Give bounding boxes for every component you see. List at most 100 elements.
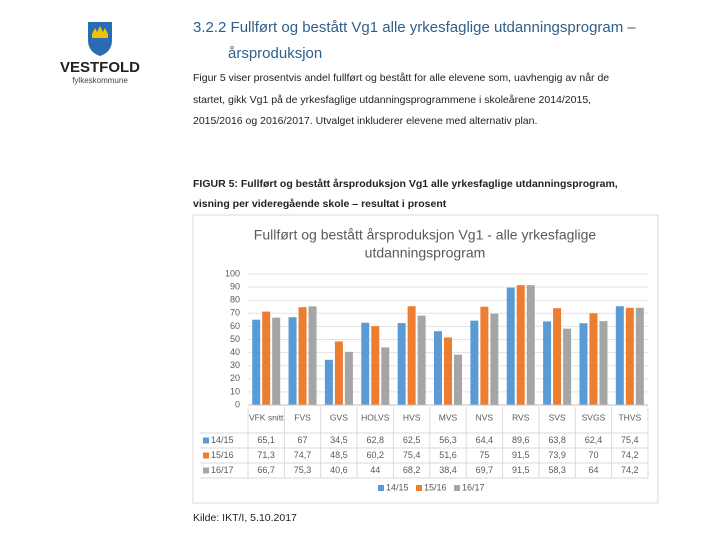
x-tick-label: THVS	[618, 412, 641, 422]
table-cell: 60,2	[367, 450, 385, 460]
bar	[288, 317, 297, 405]
table-cell: 62,8	[367, 435, 385, 445]
legend-swatch	[203, 467, 209, 474]
table-cell: 44	[370, 465, 380, 475]
x-tick-label: HOLVS	[361, 412, 390, 422]
table-cell: 48,5	[330, 450, 348, 460]
heading: 3.2.2 Fullført og bestått Vg1 alle yrkes…	[193, 19, 636, 36]
table-cell: 74,2	[621, 450, 639, 460]
bar	[615, 306, 624, 405]
bar	[635, 307, 644, 405]
bar	[470, 320, 479, 405]
table-cell: 66,7	[257, 465, 275, 475]
bar	[397, 323, 406, 405]
table-cell: 75,4	[403, 450, 421, 460]
bar	[553, 308, 562, 405]
bar	[417, 315, 426, 405]
bar	[434, 331, 442, 405]
table-cell: 70	[588, 450, 598, 460]
y-tick-label: 0	[235, 399, 240, 409]
legend-label: 15/16	[424, 482, 447, 492]
y-tick-label: 100	[225, 268, 240, 278]
x-tick-label: SVS	[549, 412, 566, 422]
legend-swatch	[203, 437, 209, 444]
table-cell: 91,5	[512, 450, 530, 460]
bar	[516, 285, 525, 405]
legend-label: 16/17	[462, 482, 485, 492]
bar	[589, 313, 598, 405]
bar	[361, 322, 370, 405]
table-row-header: 16/17	[211, 465, 234, 475]
table-row-header: 15/16	[211, 450, 234, 460]
logo: VESTFOLD fylkeskommune	[60, 22, 140, 85]
paragraph-line: 2015/2016 og 2016/2017. Utvalget inklude…	[193, 115, 537, 127]
table-cell: 65,1	[257, 435, 275, 445]
x-tick-label: VFK snitt	[249, 412, 284, 422]
table-cell: 40,6	[330, 465, 348, 475]
crown	[92, 26, 108, 38]
table-cell: 64,4	[476, 435, 494, 445]
y-tick-label: 60	[230, 321, 240, 331]
table-cell: 64	[588, 465, 598, 475]
bar	[407, 306, 416, 405]
figure-caption: FIGUR 5: Fullført og bestått årsproduksj…	[193, 178, 618, 190]
y-tick-label: 20	[230, 373, 240, 383]
heading: årsproduksjon	[228, 45, 322, 62]
table-cell: 62,5	[403, 435, 421, 445]
x-tick-label: FVS	[294, 412, 311, 422]
table-cell: 63,8	[548, 435, 566, 445]
table-cell: 67	[298, 435, 308, 445]
table-cell: 38,4	[439, 465, 457, 475]
bar	[334, 341, 343, 405]
table-cell: 74,7	[294, 450, 312, 460]
legend-swatch	[416, 485, 422, 491]
bar	[526, 285, 535, 405]
table-cell: 34,5	[330, 435, 348, 445]
table-cell: 58,3	[548, 465, 566, 475]
bar	[272, 317, 281, 405]
paragraph-line: startet, gikk Vg1 på de yrkesfaglige utd…	[193, 94, 591, 106]
x-tick-label: MVS	[439, 412, 458, 422]
legend-swatch	[203, 452, 209, 459]
y-tick-label: 10	[230, 386, 240, 396]
table-cell: 91,5	[512, 465, 530, 475]
table-cell: 68,2	[403, 465, 421, 475]
table-cell: 56,3	[439, 435, 457, 445]
bar	[252, 319, 261, 405]
table-cell: 75,4	[621, 435, 639, 445]
bar	[262, 311, 271, 405]
chart-title: Fullført og bestått årsproduksjon Vg1 - …	[254, 227, 597, 243]
table-cell: 73,9	[548, 450, 566, 460]
y-tick-label: 30	[230, 360, 240, 370]
table-cell: 69,7	[476, 465, 494, 475]
x-tick-label: NVS	[476, 412, 494, 422]
bar	[543, 321, 552, 405]
bar	[344, 351, 353, 405]
bar	[563, 328, 572, 405]
bar	[444, 337, 452, 405]
chart-title: utdanningsprogram	[365, 245, 486, 261]
bar	[371, 326, 380, 405]
legend-label: 14/15	[386, 482, 409, 492]
x-tick-label: GVS	[330, 412, 348, 422]
bar	[324, 359, 333, 405]
logo-subtitle: fylkeskommune	[72, 76, 128, 85]
bar	[579, 323, 588, 405]
y-tick-label: 40	[230, 347, 240, 357]
bar	[506, 287, 515, 405]
x-tick-label: RVS	[512, 412, 530, 422]
x-tick-label: SVGS	[582, 412, 606, 422]
table-cell: 75	[479, 450, 489, 460]
legend-swatch	[378, 485, 384, 491]
table-row-header: 14/15	[211, 435, 234, 445]
y-tick-label: 70	[230, 308, 240, 318]
table-cell: 74,2	[621, 465, 639, 475]
table-cell: 71,3	[257, 450, 275, 460]
x-tick-label: HVS	[403, 412, 421, 422]
bar	[625, 307, 634, 405]
table-cell: 89,6	[512, 435, 530, 445]
bar	[599, 321, 608, 405]
source: Kilde: IKT/I, 5.10.2017	[193, 512, 297, 524]
